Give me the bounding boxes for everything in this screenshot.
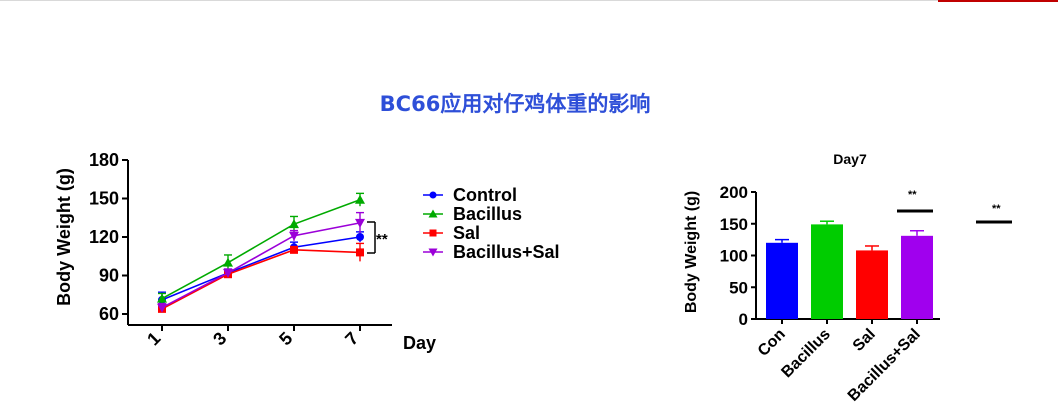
data-point	[223, 268, 233, 278]
y-tick-label: 50	[729, 278, 748, 297]
legend-label: Bacillus	[453, 204, 522, 224]
legend-label: Bacillus+Sal	[453, 242, 560, 262]
data-point	[356, 248, 364, 257]
series-line-sal	[161, 249, 361, 310]
data-point	[355, 218, 365, 228]
page-title: BC66应用对仔鸡体重的影响	[379, 92, 651, 116]
y-tick-label: 0	[739, 310, 748, 329]
legend-marker	[428, 209, 438, 218]
legend-marker	[429, 191, 437, 199]
data-point	[290, 245, 298, 254]
x-tick-label: Sal	[850, 326, 879, 355]
x-tick-label: Con	[755, 326, 789, 360]
y-tick-label: 90	[99, 266, 119, 286]
bar-chart-y-axis-label: Body Weight (g)	[683, 191, 700, 313]
data-point	[157, 293, 167, 303]
y-tick-label: 60	[99, 304, 119, 324]
y-tick-label: 150	[89, 189, 119, 209]
legend-label: Sal	[453, 223, 480, 243]
bar-bacillus	[811, 224, 843, 319]
data-point	[356, 233, 364, 241]
y-tick-label: 100	[720, 247, 748, 266]
y-tick-label: 180	[89, 150, 119, 170]
legend-label: Control	[453, 185, 517, 205]
y-tick-label: 200	[720, 183, 748, 202]
series-line-control	[161, 236, 361, 301]
x-tick-label: Bacillus	[778, 326, 833, 381]
x-tick-label: 5	[275, 328, 296, 349]
series-line-bacillus	[161, 199, 361, 300]
data-point	[355, 194, 365, 204]
data-point	[289, 231, 299, 241]
line-chart: 60 90 120 150 180 1 3 5 7 ControlBacillusSalBaci…	[54, 150, 560, 353]
significance-label-1: **	[908, 189, 917, 201]
data-point	[223, 257, 233, 267]
top-rule	[0, 0, 1058, 1]
x-tick-label: 7	[341, 328, 362, 349]
significance-label: **	[376, 231, 388, 248]
bar-con	[766, 242, 798, 319]
series-line-bacillus-sal	[161, 222, 361, 309]
significance-label-2: **	[992, 203, 1001, 215]
line-chart-x-axis-label: Day	[403, 333, 436, 353]
x-tick-label: 3	[209, 328, 230, 349]
legend-marker	[428, 248, 438, 257]
accent-bar	[938, 0, 1058, 2]
line-chart-y-axis-label: Body Weight (g)	[54, 168, 74, 306]
x-tick-label: 1	[143, 328, 164, 349]
y-tick-label: 150	[720, 215, 748, 234]
bar-sal	[856, 250, 888, 319]
data-point	[157, 303, 167, 313]
data-point	[289, 219, 299, 229]
legend-marker	[429, 229, 437, 237]
bar-bacillus-sal	[901, 235, 933, 319]
y-tick-label: 120	[89, 227, 119, 247]
bar-chart-title: Day7	[833, 151, 867, 167]
